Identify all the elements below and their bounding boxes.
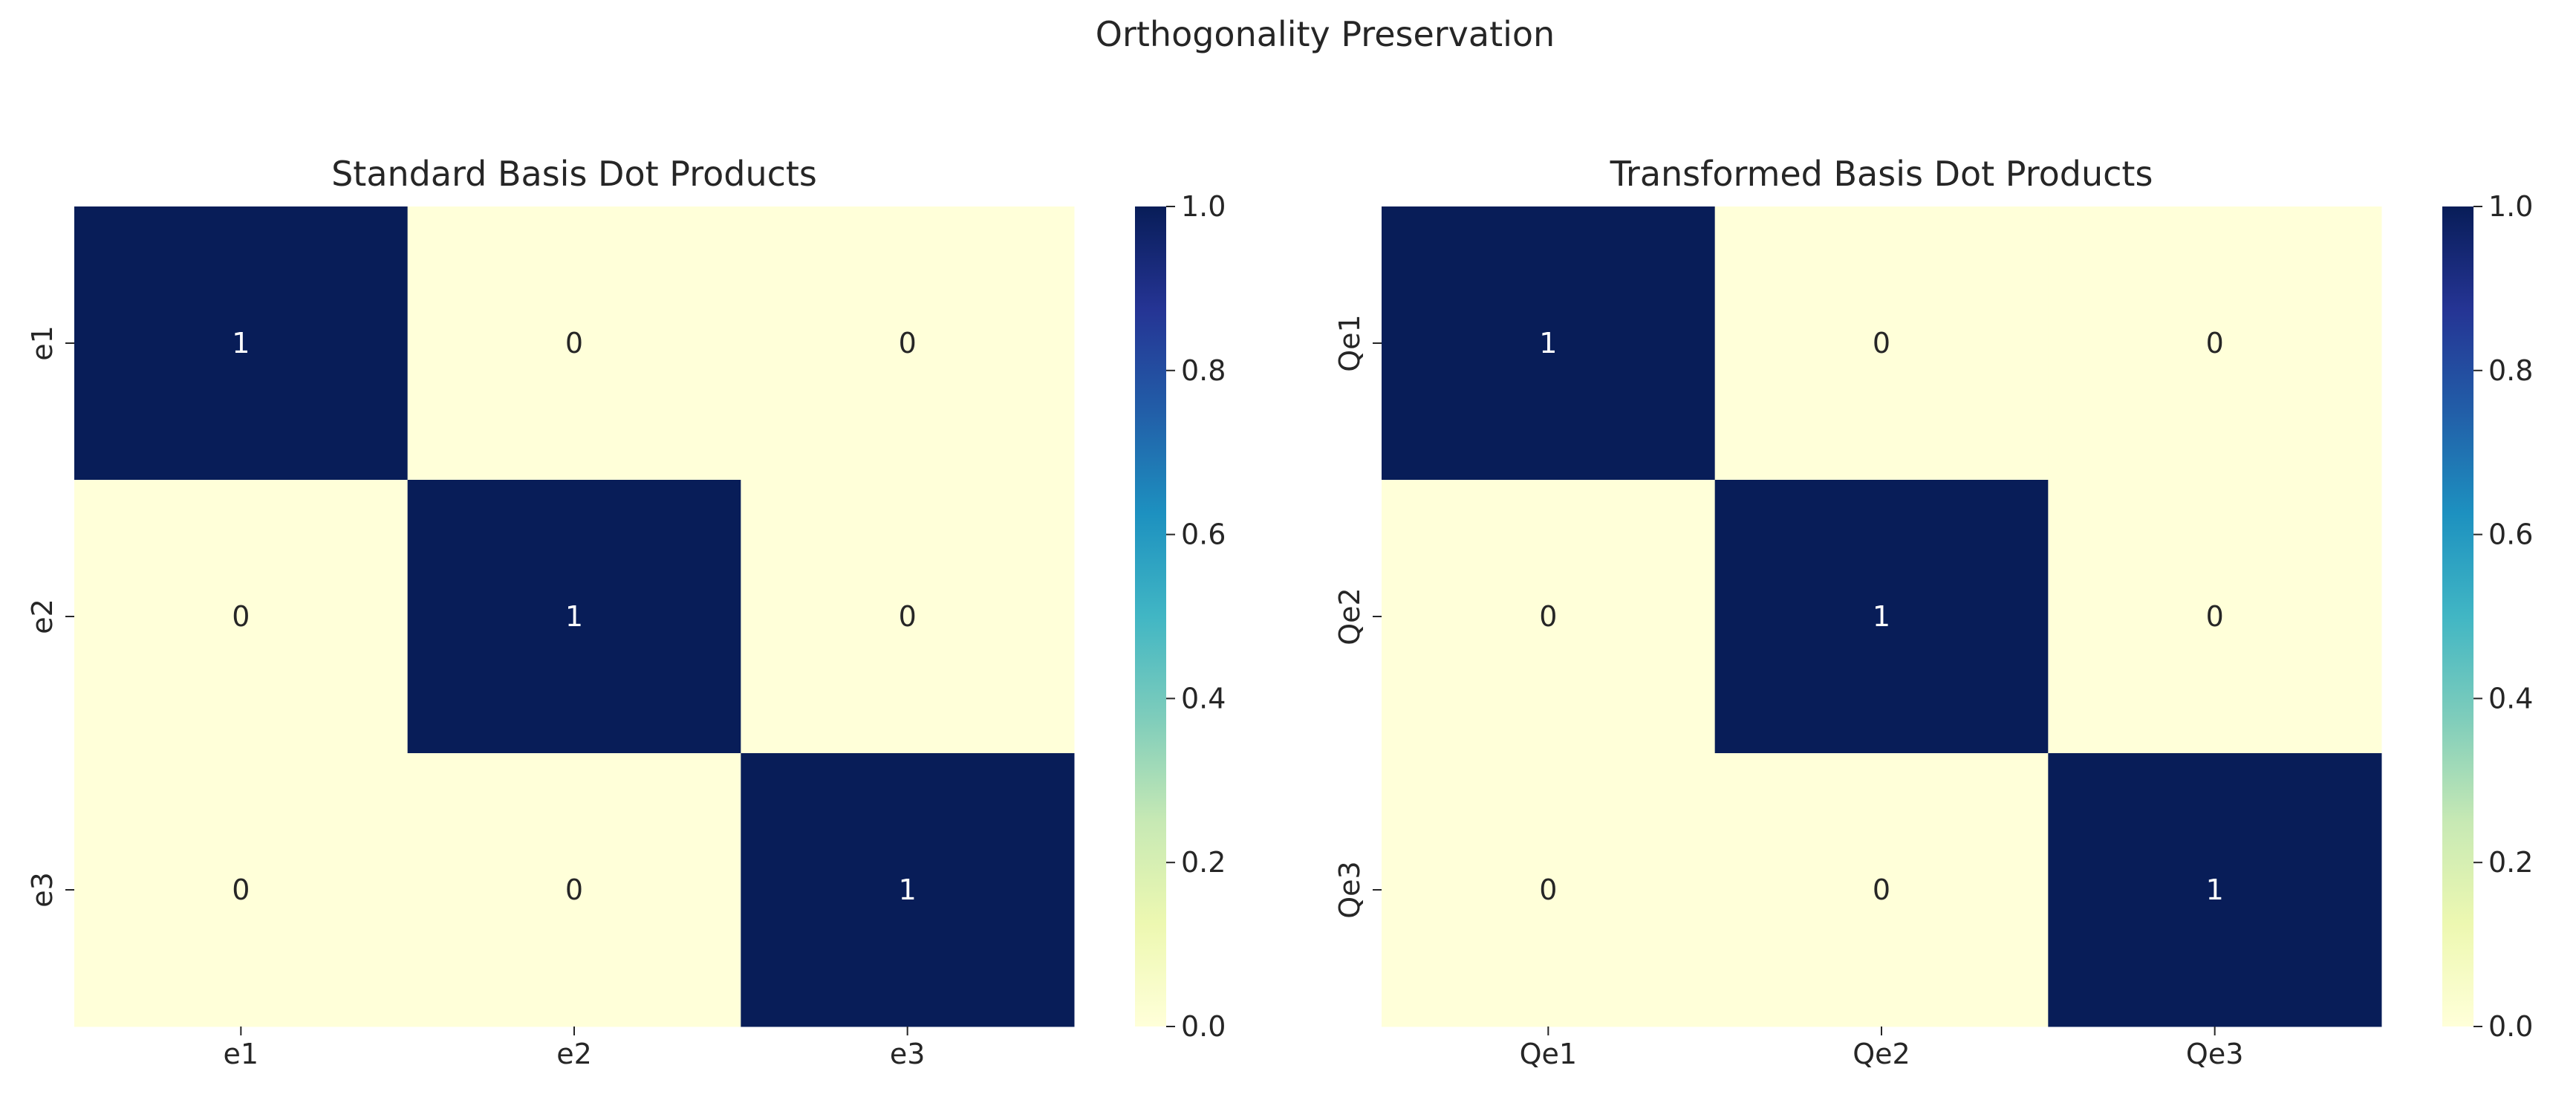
colorbar-tick-label: 0.6 xyxy=(1181,518,1226,551)
y-tick-label: e3 xyxy=(26,872,59,908)
heatmap-panel-2: Transformed Basis Dot Products 1 0 0 0 1 0 0 0 1 Q… xyxy=(1333,154,2533,1070)
colorbar-tick-label: 0.4 xyxy=(1181,682,1226,715)
colorbar-tick-label: 1.0 xyxy=(1181,190,1226,223)
cell-annotation: 1 xyxy=(232,327,250,359)
heatmap-cell xyxy=(407,480,741,754)
cell-annotation: 0 xyxy=(565,327,583,359)
y-tick-label: Qe3 xyxy=(1333,861,1366,918)
heatmap-title: Transformed Basis Dot Products xyxy=(1610,154,2153,194)
heatmap-cell xyxy=(2048,206,2382,481)
cell-annotation: 1 xyxy=(899,873,917,906)
colorbar-tick-label: 0.4 xyxy=(2488,682,2533,715)
heatmap-cell xyxy=(74,206,409,481)
heatmap-cell xyxy=(74,480,409,754)
y-tick-label: e2 xyxy=(26,599,59,634)
cell-annotation: 0 xyxy=(2206,327,2224,359)
y-tick-label: Qe1 xyxy=(1333,314,1366,371)
colorbar-tick-label: 0.2 xyxy=(1181,846,1226,879)
cell-annotation: 1 xyxy=(565,600,583,633)
cell-annotation: 0 xyxy=(1873,873,1890,906)
cell-annotation: 0 xyxy=(899,600,917,633)
heatmap-cell xyxy=(741,753,1075,1027)
x-tick-label: Qe3 xyxy=(2186,1038,2243,1070)
x-tick-label: Qe2 xyxy=(1853,1038,1910,1070)
heatmap-cell xyxy=(1382,480,1716,754)
x-tick-label: Qe1 xyxy=(1520,1038,1577,1070)
cell-annotation: 0 xyxy=(2206,600,2224,633)
x-tick-label: e1 xyxy=(224,1038,259,1070)
y-tick-label: Qe2 xyxy=(1333,588,1366,645)
cell-annotation: 0 xyxy=(1539,600,1557,633)
heatmap-cell xyxy=(74,753,409,1027)
heatmap-cell xyxy=(741,206,1075,481)
cell-annotation: 1 xyxy=(1873,600,1890,633)
heatmap-cell xyxy=(407,753,741,1027)
colorbar xyxy=(2442,206,2473,1026)
cell-annotation: 1 xyxy=(1539,327,1557,359)
colorbar-tick-label: 0.0 xyxy=(1181,1010,1226,1043)
cell-annotation: 0 xyxy=(899,327,917,359)
colorbar-tick-label: 0.8 xyxy=(1181,354,1226,387)
colorbar-tick-label: 0.6 xyxy=(2488,518,2533,551)
heatmap-cell xyxy=(741,480,1075,754)
cell-annotation: 0 xyxy=(232,873,250,906)
heatmap-cell xyxy=(2048,480,2382,754)
y-tick-label: e1 xyxy=(26,325,59,361)
cell-annotation: 0 xyxy=(565,873,583,906)
colorbar-tick-label: 0.0 xyxy=(2488,1010,2533,1043)
x-tick-label: e3 xyxy=(890,1038,926,1070)
cell-annotation: 0 xyxy=(1539,873,1557,906)
colorbar-tick-label: 0.8 xyxy=(2488,354,2533,387)
heatmap-cell xyxy=(1382,206,1716,481)
cell-annotation: 1 xyxy=(2206,873,2224,906)
colorbar-tick-label: 0.2 xyxy=(2488,846,2533,879)
heatmap-cell xyxy=(407,206,741,481)
cell-annotation: 0 xyxy=(1873,327,1890,359)
heatmap-cell xyxy=(1382,753,1716,1027)
colorbar xyxy=(1135,206,1166,1026)
heatmap-cell xyxy=(1714,206,2049,481)
x-tick-label: e2 xyxy=(556,1038,592,1070)
colorbar-tick-label: 1.0 xyxy=(2488,190,2533,223)
heatmap-title: Standard Basis Dot Products xyxy=(331,154,817,194)
figure-suptitle: Orthogonality Preservation xyxy=(1096,14,1555,54)
heatmap-cell xyxy=(1714,480,2049,754)
heatmap-panel-1: Standard Basis Dot Products 1 0 0 0 1 0 0 0 1 e1 e2… xyxy=(26,154,1226,1070)
heatmap-cell xyxy=(1714,753,2049,1027)
cell-annotation: 0 xyxy=(232,600,250,633)
heatmap-cell xyxy=(2048,753,2382,1027)
